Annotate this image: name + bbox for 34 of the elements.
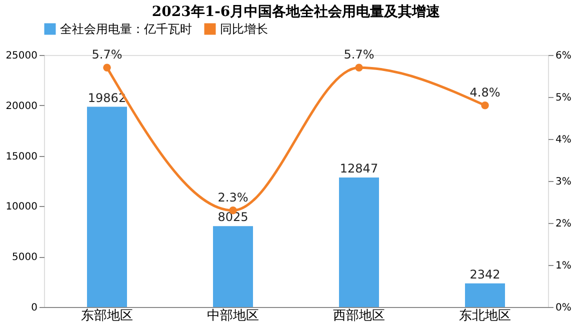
x-tick-label: 西部地区 <box>333 308 385 324</box>
y-tick-label: 25000 <box>6 50 38 62</box>
y2-tick-label: 0% <box>556 302 572 314</box>
point <box>481 102 489 110</box>
legend-label: 同比增长 <box>220 22 268 36</box>
y-tick-label: 20000 <box>6 100 38 112</box>
y2-tick-label: 2% <box>556 218 572 230</box>
y2-tick-label: 4% <box>556 134 572 146</box>
point <box>103 64 111 72</box>
x-tick-label: 东部地区 <box>81 308 133 324</box>
x-tick-label: 中部地区 <box>207 308 259 324</box>
y2-tick-label: 6% <box>556 50 572 62</box>
data-label: 5.7% <box>92 48 122 62</box>
y-tick-label: 10000 <box>6 202 38 213</box>
legend-label: 全社会用电量：亿千瓦时 <box>60 22 192 36</box>
y2-tick-label: 3% <box>556 176 572 188</box>
y2-tick-label: 5% <box>556 92 572 104</box>
x-tick-label: 东北地区 <box>459 308 511 324</box>
bar <box>339 178 379 307</box>
data-label: 2.3% <box>218 190 248 204</box>
y2-tick-label: 1% <box>556 260 572 272</box>
data-label: 2342 <box>470 267 500 282</box>
bar <box>213 226 253 307</box>
bar <box>465 283 505 307</box>
data-label: 4.8% <box>470 85 500 100</box>
data-label: 12847 <box>340 162 378 176</box>
y-tick-label: 0 <box>31 302 38 314</box>
y-tick-label: 5000 <box>12 252 38 264</box>
bar <box>87 106 127 307</box>
y-tick-label: 15000 <box>6 151 38 162</box>
chart-title: 2023年1-6月中国各地全社会用电量及其增速 <box>152 4 442 20</box>
data-label: 8025 <box>218 210 248 224</box>
point <box>355 64 363 72</box>
data-label: 5.7% <box>344 48 374 62</box>
